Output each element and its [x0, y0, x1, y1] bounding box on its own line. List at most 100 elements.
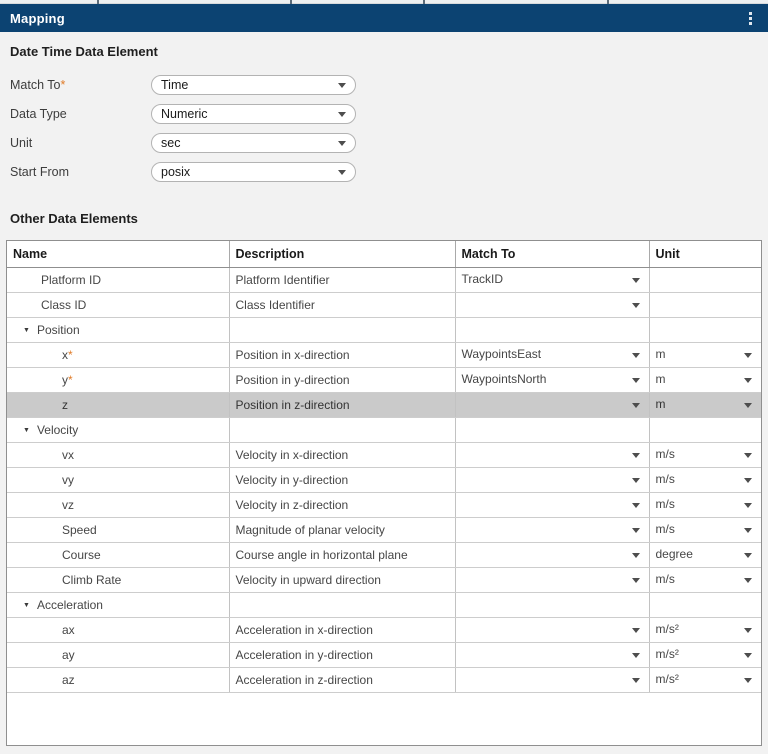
table-row-class-id[interactable]: Class ID Class Identifier [7, 292, 761, 318]
group-caret-icon[interactable]: ▼ [23, 426, 30, 434]
match-to-dropdown-cell[interactable]: WaypointsNorth [455, 367, 650, 393]
item-description: Position in x-direction [235, 348, 350, 362]
table-row-ax[interactable]: ax Acceleration in x-direction m/s² [7, 617, 761, 643]
field-label-text: Start From [10, 165, 70, 179]
item-description: Acceleration in x-direction [235, 623, 373, 637]
required-asterisk: * [68, 348, 73, 362]
vertical-ellipsis-icon[interactable] [746, 9, 755, 28]
description-cell: Class Identifier [229, 292, 456, 318]
group-row-velocity[interactable]: ▼ Velocity [7, 417, 761, 443]
unit-dropdown-cell[interactable]: m [649, 392, 761, 418]
chevron-down-icon [631, 628, 640, 633]
group-row-acceleration[interactable]: ▼ Acceleration [7, 592, 761, 618]
name-cell: z [7, 392, 230, 418]
field-unit: Unit sec [10, 133, 762, 153]
table-row-climb-rate[interactable]: Climb Rate Velocity in upward direction m/… [7, 567, 761, 593]
required-asterisk: * [68, 373, 73, 387]
chevron-down-icon [631, 353, 640, 358]
match-to-dropdown[interactable]: Time [151, 75, 356, 95]
unit-dropdown-cell[interactable]: m/s² [649, 617, 761, 643]
datetime-form: Match To* Time Data Type Numeric Unit sec Star… [6, 75, 762, 182]
item-description: Position in y-direction [235, 373, 350, 387]
item-name: vz [62, 498, 74, 512]
other-section-title: Other Data Elements [10, 211, 138, 226]
table-row-az[interactable]: az Acceleration in z-direction m/s² [7, 667, 761, 693]
match-to-value: WaypointsNorth [461, 371, 547, 386]
description-cell: Acceleration in x-direction [229, 617, 456, 643]
unit-dropdown-cell[interactable]: m/s [649, 467, 761, 493]
chevron-down-icon [744, 553, 752, 558]
item-name: vy [62, 473, 74, 487]
name-cell: Course [7, 542, 230, 568]
description-cell: Acceleration in y-direction [229, 642, 456, 668]
table-row-vy[interactable]: vy Velocity in y-direction m/s [7, 467, 761, 493]
table-row-vx[interactable]: vx Velocity in x-direction m/s [7, 442, 761, 468]
name-cell: x* [7, 342, 230, 368]
match-to-dropdown-cell[interactable] [455, 467, 650, 493]
unit-dropdown-cell[interactable]: m/s [649, 492, 761, 518]
match-to-dropdown-cell[interactable] [455, 617, 650, 643]
table-row-ay[interactable]: ay Acceleration in y-direction m/s² [7, 642, 761, 668]
ruler-tick [97, 0, 99, 4]
name-cell: Speed [7, 517, 230, 543]
data-type-dropdown[interactable]: Numeric [151, 104, 356, 124]
match-to-dropdown-cell[interactable] [455, 542, 650, 568]
item-description: Acceleration in z-direction [235, 673, 373, 687]
group-caret-icon[interactable]: ▼ [23, 601, 30, 609]
match-to-dropdown-cell[interactable] [455, 292, 650, 318]
panel-header: Mapping [0, 4, 768, 32]
item-name: z [62, 398, 68, 412]
unit-dropdown-cell[interactable]: m/s² [649, 667, 761, 693]
unit-dropdown-cell[interactable]: m/s [649, 442, 761, 468]
unit-dropdown-cell[interactable]: m/s [649, 517, 761, 543]
chevron-down-icon [744, 653, 752, 658]
datetime-section-title: Date Time Data Element [10, 44, 158, 59]
table-row-vz[interactable]: vz Velocity in z-direction m/s [7, 492, 761, 518]
table-row-y[interactable]: y* Position in y-direction WaypointsNorth m [7, 367, 761, 393]
match-to-dropdown-cell[interactable] [455, 517, 650, 543]
ruler-tick [423, 0, 425, 4]
unit-value: m/s² [655, 671, 679, 686]
start-from-dropdown[interactable]: posix [151, 162, 356, 182]
match-to-dropdown-cell[interactable] [455, 567, 650, 593]
ruler-tick [290, 0, 292, 4]
name-cell: ax [7, 617, 230, 643]
unit-dropdown-cell [649, 292, 761, 318]
unit-dropdown-cell[interactable]: m/s² [649, 642, 761, 668]
match-to-dropdown-cell[interactable] [455, 442, 650, 468]
chevron-down-icon [631, 578, 640, 583]
match-to-dropdown-cell[interactable] [455, 492, 650, 518]
chevron-down-icon [744, 578, 752, 583]
description-cell: Magnitude of planar velocity [229, 517, 456, 543]
item-name: Class ID [41, 298, 87, 312]
table-row-platform-id[interactable]: Platform ID Platform Identifier TrackID [7, 267, 761, 293]
chevron-down-icon [744, 503, 752, 508]
match-to-dropdown-cell[interactable]: WaypointsEast [455, 342, 650, 368]
unit-dropdown-cell[interactable]: m [649, 367, 761, 393]
unit-value: m/s [655, 446, 675, 461]
group-label-wrap: ▼ Acceleration [7, 598, 228, 612]
match-to-dropdown-cell[interactable] [455, 667, 650, 693]
table-row-speed[interactable]: Speed Magnitude of planar velocity m/s [7, 517, 761, 543]
unit-dropdown-cell[interactable]: m [649, 342, 761, 368]
group-label-wrap: ▼ Velocity [7, 423, 228, 437]
chevron-down-icon [744, 628, 752, 633]
field-label-text: Data Type [10, 107, 67, 121]
name-cell: Platform ID [7, 267, 230, 293]
match-to-dropdown-cell[interactable]: TrackID [455, 267, 650, 293]
group-caret-icon[interactable]: ▼ [23, 326, 30, 334]
match-to-value: WaypointsEast [461, 346, 542, 361]
unit-dropdown[interactable]: sec [151, 133, 356, 153]
chevron-down-icon [744, 378, 752, 383]
chevron-down-icon [744, 678, 752, 683]
match-to-dropdown-cell[interactable] [455, 642, 650, 668]
table-row-x[interactable]: x* Position in x-direction WaypointsEast m [7, 342, 761, 368]
unit-dropdown-cell[interactable]: degree [649, 542, 761, 568]
match-to-dropdown-cell[interactable] [455, 392, 650, 418]
table-row-z[interactable]: z Position in z-direction m [7, 392, 761, 418]
table-row-course[interactable]: Course Course angle in horizontal plane de… [7, 542, 761, 568]
field-label: Data Type [10, 107, 151, 121]
chevron-down-icon [631, 403, 640, 408]
group-row-position[interactable]: ▼ Position [7, 317, 761, 343]
unit-dropdown-cell[interactable]: m/s [649, 567, 761, 593]
